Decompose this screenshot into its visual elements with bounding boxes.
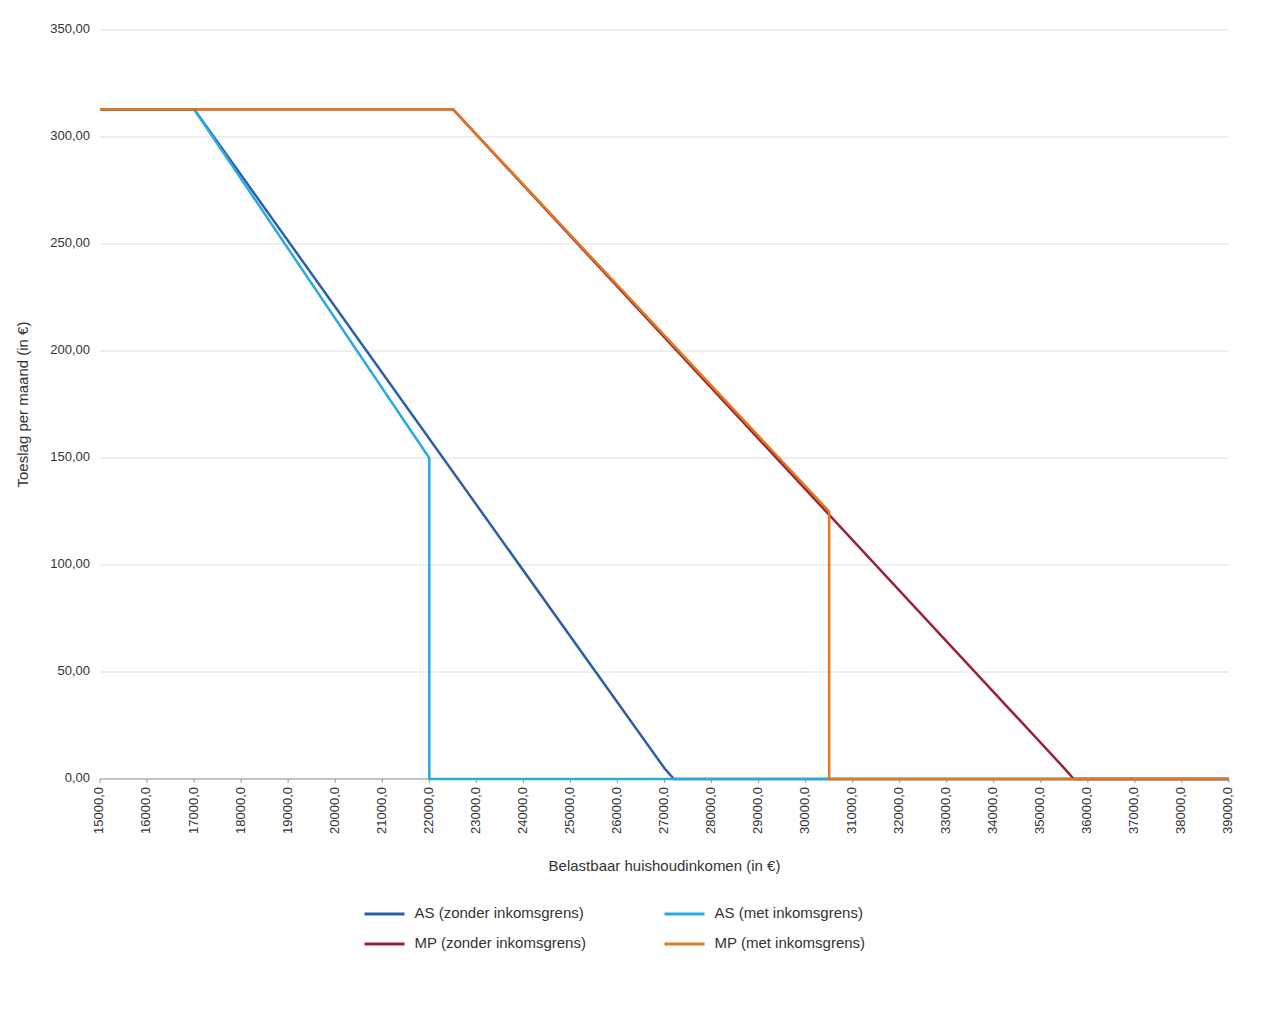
x-tick-label: 26000,0 (609, 787, 624, 834)
x-tick-label: 29000,0 (750, 787, 765, 834)
x-tick-label: 30000,0 (797, 787, 812, 834)
x-tick (147, 779, 148, 783)
x-tick-label: 19000,0 (280, 787, 295, 834)
x-tick-label: 37000,0 (1126, 787, 1141, 834)
x-tick-label: 39000,0 (1220, 787, 1235, 834)
grid-line (100, 351, 1229, 352)
x-tick-label: 36000,0 (1079, 787, 1094, 834)
x-tick-label: 32000,0 (891, 787, 906, 834)
y-tick-label: 150,00 (50, 449, 90, 464)
x-tick-label: 18000,0 (233, 787, 248, 834)
legend-swatch (365, 913, 405, 916)
y-axis: 0,00 50,00 100,00 150,00 200,00 250,00 300,00 3… (50, 21, 90, 785)
y-tick-label: 300,00 (50, 128, 90, 143)
x-tick (241, 779, 242, 783)
legend: AS (zonder inkomsgrens) AS (met inkomsgre… (365, 904, 866, 951)
x-tick-label: 16000,0 (138, 787, 153, 834)
grid-line (100, 137, 1229, 138)
grid-line (100, 244, 1229, 245)
x-tick-label: 22000,0 (421, 787, 436, 834)
lines (100, 109, 1229, 779)
series-line (100, 109, 1229, 779)
x-tick-label: 15000,0 (91, 787, 106, 834)
x-tick-label: 28000,0 (703, 787, 718, 834)
grid-line (100, 30, 1229, 31)
x-tick-label: 21000,0 (374, 787, 389, 834)
x-axis-label: Belastbaar huishoudinkomen (in €) (549, 857, 781, 874)
grid-line (100, 672, 1229, 673)
chart: 0,00 50,00 100,00 150,00 200,00 250,00 300,00 3… (0, 0, 1269, 1029)
x-tick-label: 25000,0 (562, 787, 577, 834)
legend-label: MP (zonder inkomsgrens) (415, 934, 586, 951)
x-tick-label: 35000,0 (1032, 787, 1047, 834)
legend-swatch (665, 943, 705, 946)
legend-label: AS (zonder inkomsgrens) (415, 904, 584, 921)
x-tick-label: 34000,0 (985, 787, 1000, 834)
series-line (100, 109, 1229, 779)
x-tick-label: 20000,0 (327, 787, 342, 834)
y-tick-label: 100,00 (50, 556, 90, 571)
x-tick (100, 779, 101, 783)
x-tick-label: 33000,0 (938, 787, 953, 834)
legend-label: AS (met inkomsgrens) (715, 904, 863, 921)
legend-swatch (365, 943, 405, 946)
x-tick-label: 31000,0 (844, 787, 859, 834)
x-axis: 15000,0 16000,0 17000,0 18000,0 19000,0 20000… (91, 779, 1235, 834)
x-tick-label: 27000,0 (656, 787, 671, 834)
y-tick-label: 200,00 (50, 342, 90, 357)
x-tick (335, 779, 336, 783)
y-tick-label: 350,00 (50, 21, 90, 36)
x-tick (288, 779, 289, 783)
x-tick-label: 24000,0 (515, 787, 530, 834)
y-tick-label: 250,00 (50, 235, 90, 250)
x-tick (194, 779, 195, 783)
grid-line (100, 458, 1229, 459)
legend-swatch (665, 913, 705, 916)
y-grid (100, 30, 1229, 779)
legend-label: MP (met inkomsgrens) (715, 934, 866, 951)
series-line (100, 109, 1229, 779)
x-tick-label: 38000,0 (1173, 787, 1188, 834)
y-tick-label: 50,00 (57, 663, 90, 678)
series-line (100, 109, 1229, 779)
x-tick-label: 17000,0 (186, 787, 201, 834)
x-tick-label: 23000,0 (468, 787, 483, 834)
y-tick-label: 0,00 (65, 770, 90, 785)
x-tick (382, 779, 383, 783)
grid-line (100, 565, 1229, 566)
y-axis-label: Toeslag per maand (in €) (14, 322, 31, 488)
